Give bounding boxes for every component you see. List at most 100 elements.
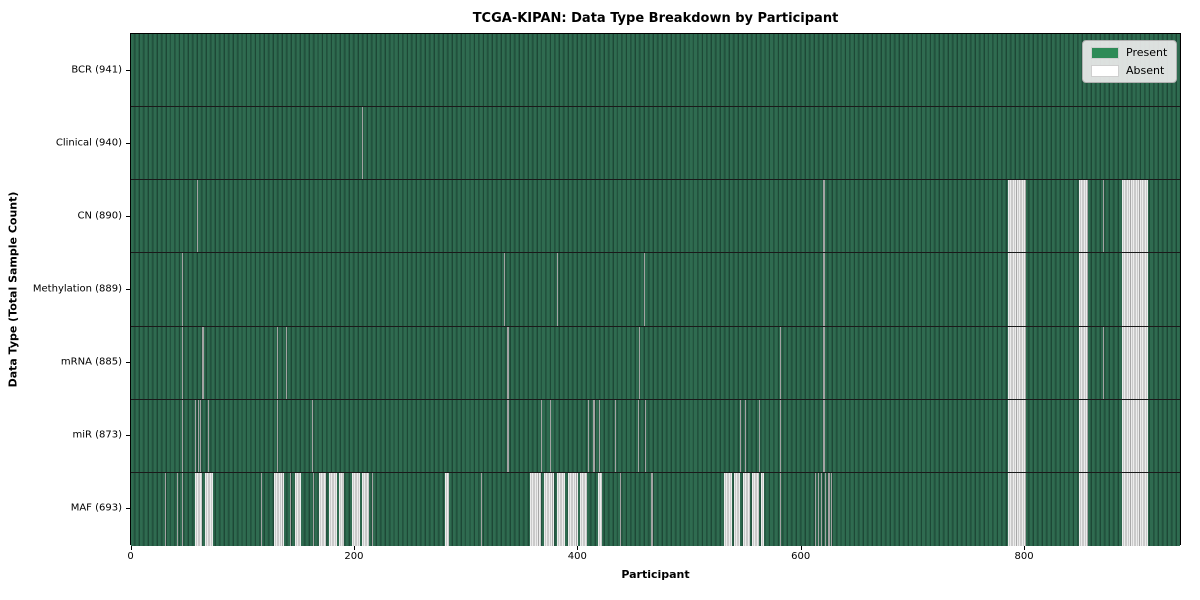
absent-swatch-icon [1091,64,1119,77]
absent-stripe [724,472,732,546]
absent-stripe [579,472,587,546]
absent-stripe [1079,180,1089,253]
absent-stripe [1079,472,1089,546]
absent-stripe [549,399,551,472]
absent-stripe [760,472,765,546]
x-tick-label: 800 [1014,551,1034,562]
data-type-row [131,472,1180,546]
absent-stripe [639,326,641,399]
absent-stripe [200,399,202,472]
absent-stripe [182,253,184,326]
absent-stripe [739,399,741,472]
absent-stripe [817,472,819,546]
plot-area [130,33,1181,546]
absent-stripe [362,107,364,180]
absent-stripe [352,472,360,546]
x-tick-mark [577,546,579,550]
absent-stripe [507,326,509,399]
y-tick-mark [126,362,130,364]
absent-stripe [194,399,196,472]
absent-stripe [1007,399,1026,472]
absent-stripe [1121,472,1149,546]
y-tick-mark [126,435,130,437]
absent-stripe [273,472,284,546]
absent-stripe [1121,399,1149,472]
absent-stripe [182,472,184,546]
absent-stripe [745,399,747,472]
absent-stripe [823,253,825,326]
absent-stripe [638,399,640,472]
absent-stripe [614,399,616,472]
absent-stripe [1102,326,1104,399]
absent-stripe [1121,253,1149,326]
absent-stripe [507,399,509,472]
absent-stripe [743,472,750,546]
data-type-row [131,107,1180,181]
absent-stripe [208,399,210,472]
data-type-row [131,326,1180,400]
absent-stripe [1079,326,1089,399]
x-tick-mark [353,546,355,550]
absent-stripe [194,472,203,546]
y-tick-label: mRNA (885) [60,356,122,368]
absent-stripe [362,472,369,546]
absent-stripe [544,472,555,546]
absent-stripe [734,472,740,546]
absent-stripe [827,472,831,546]
absent-stripe [1121,180,1149,253]
absent-stripe [598,399,601,472]
y-tick-mark [126,508,130,510]
absent-stripe [328,472,337,546]
absent-stripe [644,399,646,472]
absent-stripe [176,472,178,546]
absent-stripe [277,326,279,399]
absent-stripe [444,472,450,546]
absent-stripe [824,472,826,546]
legend: Present Absent [1082,40,1177,83]
absent-stripe [1102,180,1104,253]
x-tick-label: 0 [127,551,134,562]
absent-stripe [196,180,198,253]
absent-stripe [260,472,262,546]
absent-stripe [587,399,589,472]
absent-stripe [567,472,578,546]
absent-stripe [823,399,825,472]
absent-stripe [295,472,301,546]
y-tick-label: BCR (941) [71,64,122,76]
x-tick-label: 200 [344,551,364,562]
absent-stripe [311,399,314,472]
absent-stripe [338,472,345,546]
absent-stripe [164,472,166,546]
data-type-row [131,253,1180,327]
x-tick-mark [1024,546,1026,550]
absent-stripe [202,326,204,399]
absent-stripe [182,326,184,399]
absent-stripe [643,253,645,326]
absent-stripe [318,472,327,546]
absent-stripe [204,472,213,546]
absent-stripe [751,472,759,546]
absent-stripe [289,472,291,546]
data-type-row [131,180,1180,254]
legend-label-absent: Absent [1126,64,1165,77]
absent-stripe [814,472,816,546]
absent-stripe [823,180,825,253]
absent-stripe [313,472,315,546]
absent-stripe [286,326,288,399]
absent-stripe [198,399,200,472]
absent-stripe [1121,326,1149,399]
x-tick-mark [800,546,802,550]
y-tick-mark [126,215,130,217]
present-swatch-icon [1091,46,1119,59]
absent-stripe [1079,399,1089,472]
absent-stripe [1007,326,1026,399]
absent-stripe [529,472,541,546]
absent-stripe [597,472,603,546]
absent-stripe [620,472,622,546]
absent-stripe [372,472,374,546]
y-tick-mark [126,289,130,290]
absent-stripe [1079,253,1089,326]
absent-stripe [556,253,558,326]
y-tick-label: miR (873) [72,429,122,441]
